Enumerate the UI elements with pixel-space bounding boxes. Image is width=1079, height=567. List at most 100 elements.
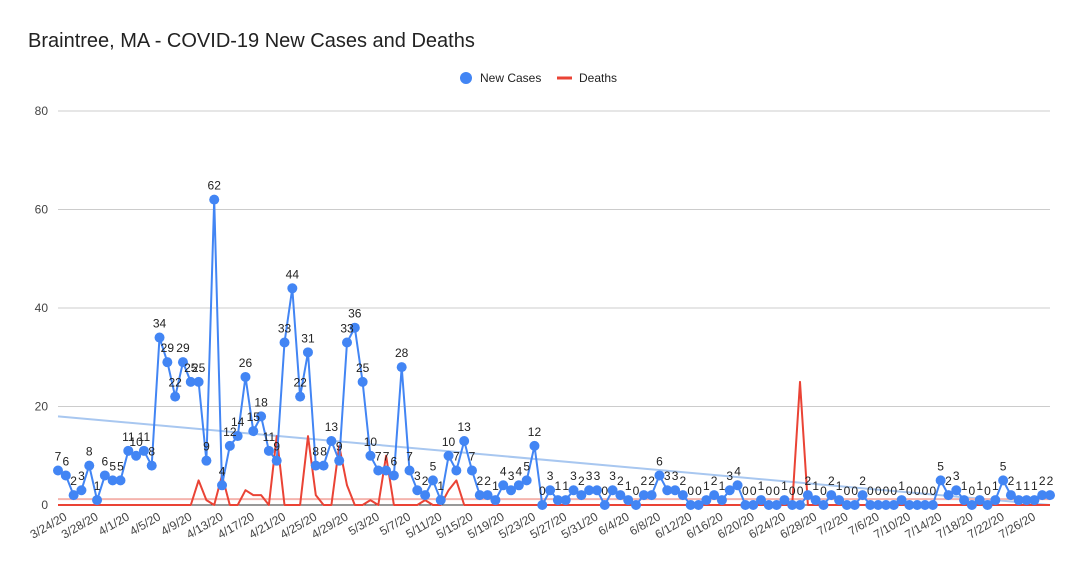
data-point-new-cases [474, 490, 485, 501]
data-point-new-cases [834, 495, 845, 506]
data-label-new-cases: 0 [742, 484, 749, 498]
data-label-new-cases: 0 [765, 484, 772, 498]
data-label-new-cases: 2 [945, 474, 952, 488]
data-label-new-cases: 1 [703, 479, 710, 493]
data-label-new-cases: 8 [320, 445, 327, 459]
data-label-new-cases: 1 [781, 479, 788, 493]
data-label-new-cases: 1 [1023, 479, 1030, 493]
data-label-new-cases: 2 [805, 474, 812, 488]
data-label-new-cases: 0 [883, 484, 890, 498]
data-point-new-cases [552, 495, 563, 506]
data-point-new-cases [115, 475, 126, 486]
data-point-new-cases [802, 490, 813, 501]
data-point-new-cases [974, 495, 985, 506]
data-label-new-cases: 9 [203, 440, 210, 454]
data-point-new-cases [53, 465, 63, 476]
data-label-new-cases: 1 [719, 479, 726, 493]
data-point-new-cases [576, 490, 587, 501]
data-label-new-cases: 26 [239, 356, 253, 370]
data-label-new-cases: 5 [117, 459, 124, 473]
data-label-new-cases: 0 [890, 484, 897, 498]
data-point-new-cases [763, 500, 774, 510]
x-tick-label: 5/3/20 [346, 509, 382, 538]
data-label-new-cases: 3 [78, 469, 85, 483]
x-tick-label: 4/1/20 [96, 509, 132, 538]
legend-label-new-cases: New Cases [480, 71, 541, 85]
data-label-new-cases: 4 [516, 464, 523, 478]
data-label-new-cases: 1 [555, 479, 562, 493]
data-point-new-cases [490, 495, 501, 506]
data-point-new-cases [162, 357, 173, 368]
data-point-new-cases [935, 475, 946, 486]
x-tick-label: 4/5/20 [127, 509, 163, 538]
data-point-new-cases [771, 500, 782, 510]
legend-label-deaths: Deaths [579, 71, 617, 85]
data-point-new-cases [904, 500, 915, 510]
data-point-new-cases [615, 490, 626, 501]
data-label-new-cases: 2 [1039, 474, 1046, 488]
data-point-new-cases [670, 485, 681, 496]
data-label-new-cases: 6 [102, 454, 109, 468]
data-point-new-cases [888, 500, 899, 510]
data-point-new-cases [591, 485, 602, 496]
data-point-new-cases [740, 500, 751, 510]
data-point-new-cases [849, 500, 860, 510]
data-label-new-cases: 7 [406, 450, 413, 464]
data-label-new-cases: 0 [539, 484, 546, 498]
x-tick-label: 6/28/20 [777, 509, 819, 541]
data-point-new-cases [357, 376, 368, 387]
data-point-new-cases [638, 490, 649, 501]
data-label-new-cases: 1 [758, 479, 765, 493]
y-tick-label: 40 [35, 301, 49, 315]
data-label-new-cases: 2 [640, 474, 647, 488]
data-point-new-cases [631, 500, 642, 510]
data-point-new-cases [857, 490, 868, 501]
data-point-new-cases [755, 495, 766, 506]
data-label-new-cases: 1 [898, 479, 905, 493]
series-group [53, 194, 1055, 510]
data-point-new-cases [365, 450, 376, 461]
data-point-new-cases [1013, 495, 1024, 506]
data-label-new-cases: 11 [122, 430, 135, 444]
data-point-new-cases [865, 500, 876, 510]
data-point-new-cases [427, 475, 438, 486]
data-point-new-cases [201, 455, 212, 466]
data-label-new-cases: 22 [293, 376, 307, 390]
data-point-new-cases [435, 495, 446, 506]
data-label-new-cases: 1 [992, 479, 999, 493]
data-point-new-cases [420, 490, 431, 501]
data-label-new-cases: 2 [1008, 474, 1015, 488]
data-label-new-cases: 5 [430, 459, 437, 473]
data-point-new-cases [388, 470, 399, 481]
data-label-new-cases: 0 [695, 484, 702, 498]
data-label-new-cases: 4 [219, 464, 226, 478]
data-point-new-cases [654, 470, 665, 481]
data-point-new-cases [951, 485, 962, 496]
data-label-new-cases: 0 [633, 484, 640, 498]
data-point-new-cases [521, 475, 532, 486]
data-point-new-cases [396, 362, 407, 373]
data-label-new-cases: 1 [437, 479, 444, 493]
data-point-new-cases [412, 485, 423, 496]
data-point-new-cases [248, 426, 259, 437]
data-label-new-cases: 18 [254, 395, 268, 409]
data-label-new-cases: 15 [247, 410, 261, 424]
data-label-new-cases: 0 [789, 484, 796, 498]
data-label-new-cases: 22 [168, 376, 182, 390]
data-point-new-cases [295, 391, 306, 402]
x-tick-label: 6/4/20 [596, 509, 632, 538]
data-label-new-cases: 29 [161, 341, 175, 355]
data-label-new-cases: 0 [969, 484, 976, 498]
x-tick-label: 3/28/20 [59, 509, 101, 541]
y-tick-label: 80 [35, 104, 49, 118]
data-label-new-cases: 10 [364, 435, 378, 449]
data-label-new-cases: 31 [301, 331, 315, 345]
data-point-new-cases [506, 485, 517, 496]
data-label-new-cases: 3 [508, 469, 515, 483]
data-label-new-cases: 33 [340, 321, 354, 335]
data-point-new-cases [896, 495, 907, 506]
data-point-new-cases [677, 490, 688, 501]
data-label-new-cases: 3 [672, 469, 679, 483]
